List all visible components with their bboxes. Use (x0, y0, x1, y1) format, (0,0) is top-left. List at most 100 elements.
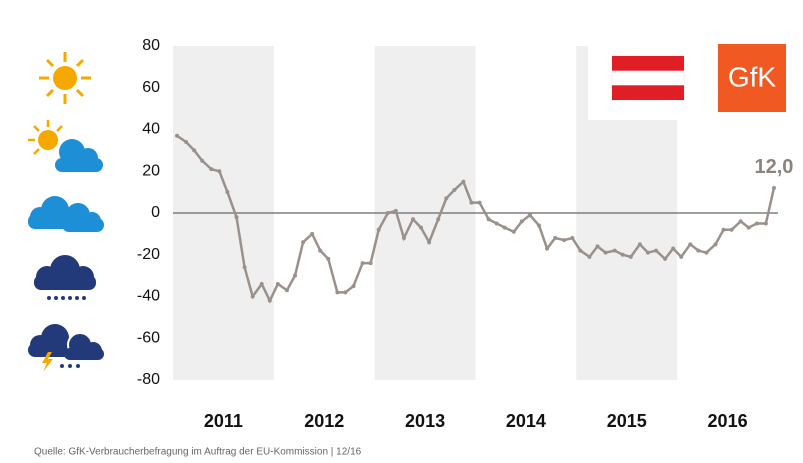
x-tick-label: 2014 (506, 411, 546, 431)
y-tick-label: 40 (142, 121, 160, 138)
data-point (410, 217, 415, 222)
data-point (225, 190, 230, 195)
data-point (620, 252, 625, 257)
data-point (527, 213, 532, 218)
data-point (688, 242, 693, 247)
data-point (477, 200, 482, 205)
data-point (637, 242, 642, 247)
austria-flag (611, 55, 685, 101)
data-point (242, 265, 247, 270)
data-point (200, 158, 205, 163)
y-tick-label: -40 (137, 288, 160, 305)
data-point (612, 248, 617, 253)
storm-icon (28, 324, 104, 372)
data-point (343, 290, 348, 295)
sun-icon (39, 52, 91, 104)
logo: GfK (728, 61, 777, 92)
data-point (729, 227, 734, 232)
data-point (603, 250, 608, 255)
data-point (234, 215, 239, 220)
data-point (376, 227, 381, 232)
data-point (385, 211, 390, 215)
data-point (360, 261, 365, 266)
value-label: 12,0 (754, 156, 793, 178)
data-point (738, 219, 743, 224)
data-point (721, 227, 726, 232)
logo-box (718, 44, 786, 112)
data-point (713, 242, 718, 247)
data-point (326, 256, 331, 261)
data-point (301, 240, 306, 245)
data-point (175, 133, 180, 138)
data-point (746, 225, 751, 230)
data-point (511, 229, 516, 234)
rain-icon (34, 255, 96, 300)
data-point (679, 254, 684, 259)
data-point (393, 208, 398, 213)
y-tick-label: 60 (142, 79, 160, 96)
data-point (401, 236, 406, 241)
data-point (368, 261, 373, 266)
data-point (595, 244, 600, 249)
data-point (771, 185, 776, 190)
data-point (192, 148, 197, 153)
data-point (486, 217, 491, 222)
data-point (335, 290, 340, 295)
data-point (469, 200, 474, 205)
data-point (318, 248, 323, 253)
data-point (578, 248, 583, 253)
data-point (502, 225, 507, 230)
data-point (444, 196, 449, 201)
sun-cloud-icon (28, 120, 103, 172)
data-point (267, 298, 272, 303)
data-point (671, 246, 676, 251)
data-point (494, 221, 499, 226)
data-point (351, 284, 356, 289)
data-point (645, 250, 650, 255)
data-point (519, 219, 524, 224)
x-tick-label: 2011 (204, 411, 243, 431)
cloud-icon (28, 196, 104, 232)
y-tick-label: -60 (137, 329, 160, 346)
source-note: Quelle: GfK-Verbraucherbefragung im Auft… (34, 447, 362, 458)
data-point (217, 169, 222, 174)
data-point (209, 167, 214, 172)
data-point (570, 236, 575, 241)
data-point (663, 256, 668, 261)
data-point (436, 217, 441, 222)
plot-area: 2011 2012 2013 2014 2015 2016 80 60 40 20 0 -20 -40 -… (137, 37, 794, 431)
x-tick-label: 2015 (607, 411, 647, 431)
data-point (452, 188, 457, 193)
data-point (275, 281, 280, 286)
data-point (754, 221, 759, 226)
data-point (763, 221, 768, 226)
y-tick-label: -80 (137, 371, 160, 388)
data-point (250, 294, 255, 299)
data-point (310, 231, 315, 236)
data-point (284, 288, 289, 293)
data-point (545, 246, 550, 251)
data-point (704, 250, 709, 255)
data-point (653, 248, 658, 253)
weather-icons (28, 52, 104, 372)
x-tick-label: 2013 (405, 411, 445, 431)
data-point (562, 238, 567, 243)
y-tick-label: -20 (137, 246, 160, 263)
data-point (427, 240, 432, 245)
data-point (696, 248, 701, 253)
x-tick-label: 2012 (304, 411, 344, 431)
data-point (184, 140, 189, 145)
y-tick-label: 80 (142, 37, 160, 54)
x-tick-label: 2016 (708, 411, 748, 431)
data-point (537, 223, 542, 228)
data-point (553, 236, 558, 241)
data-point (628, 254, 633, 259)
data-point (419, 225, 424, 230)
data-point (461, 179, 466, 184)
data-point (293, 273, 298, 278)
data-point (587, 254, 592, 259)
data-point (259, 281, 264, 286)
y-tick-label: 0 (151, 204, 160, 221)
y-tick-label: 20 (142, 162, 160, 179)
